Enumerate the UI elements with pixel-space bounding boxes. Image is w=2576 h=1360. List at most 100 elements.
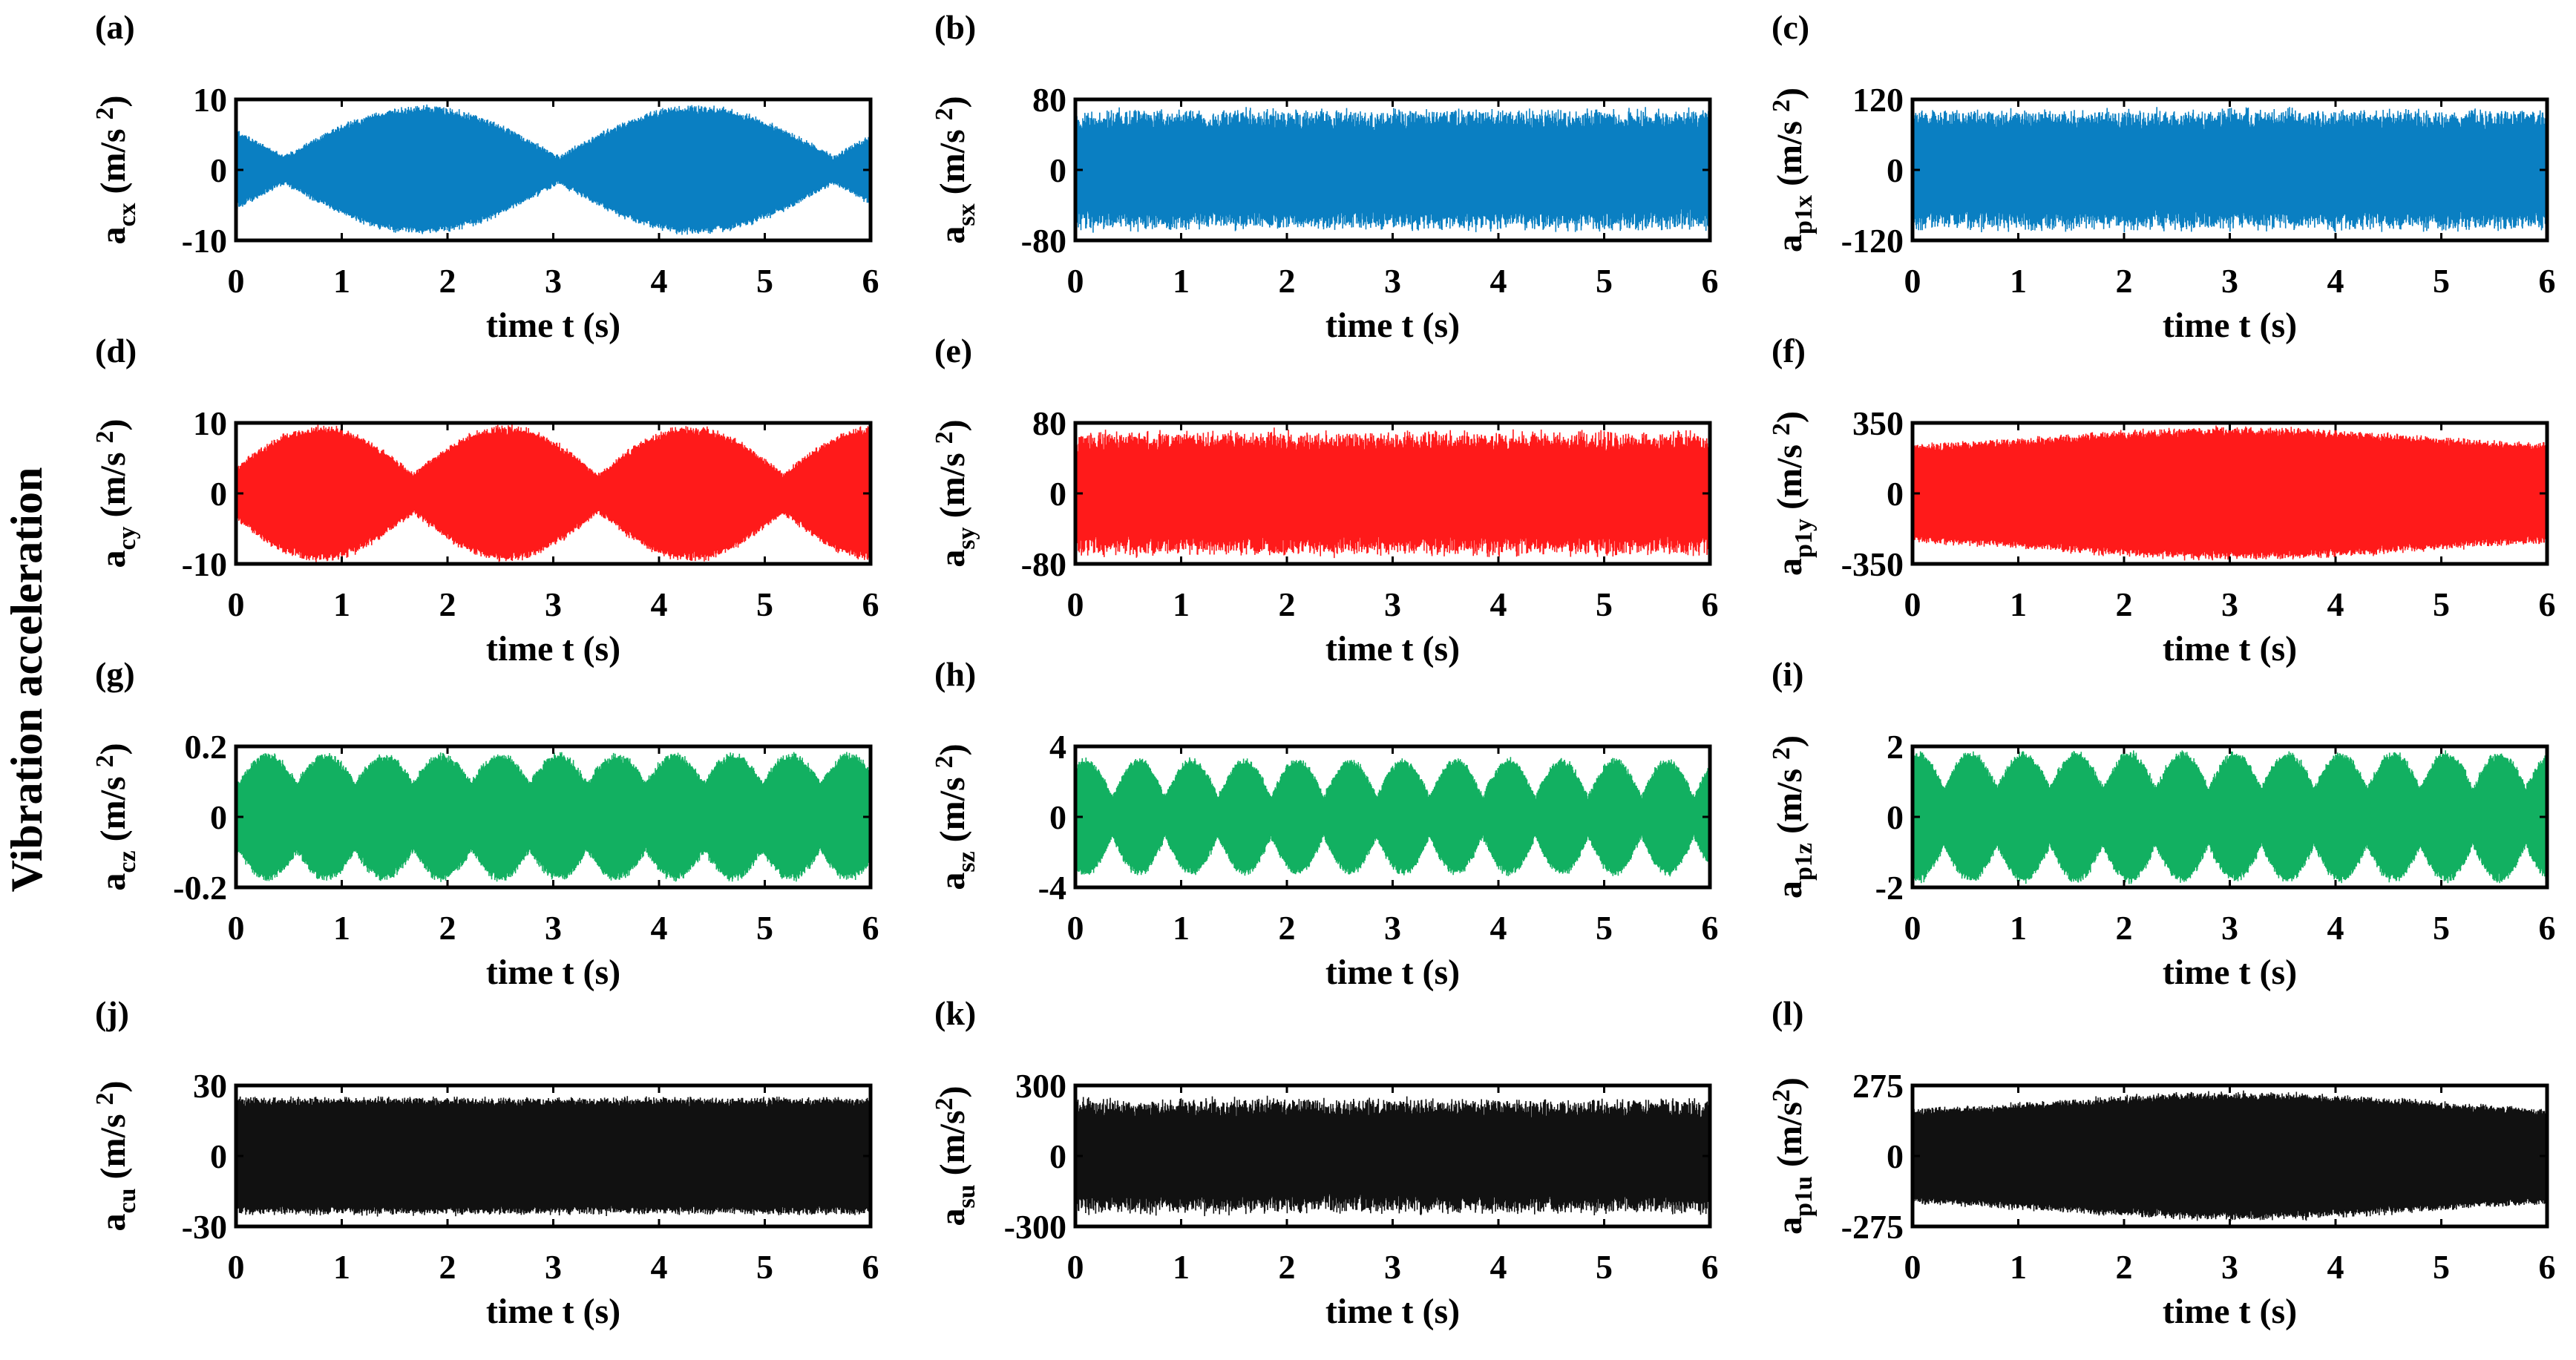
- x-tick-label: 0: [1904, 909, 1921, 947]
- x-axis-label: time t (s): [486, 629, 620, 668]
- x-tick-label: 6: [2539, 262, 2556, 300]
- signal-line: [1912, 107, 2548, 233]
- panel-label: (c): [1772, 8, 1809, 46]
- y-tick-label: 275: [1852, 1067, 1904, 1105]
- x-tick-label: 2: [439, 262, 456, 300]
- panel-label: (l): [1772, 994, 1803, 1032]
- x-tick-label: 5: [2433, 909, 2450, 947]
- panel-label: (b): [934, 8, 976, 46]
- panel-label: (e): [934, 332, 972, 369]
- y-axis-label: ap1x (m/s 2): [1768, 88, 1818, 252]
- y-tick-label: -10: [182, 222, 227, 260]
- x-tick-label: 1: [1173, 1248, 1190, 1286]
- y-tick-label: -80: [1021, 545, 1066, 583]
- x-tick-label: 5: [1596, 909, 1613, 947]
- x-tick-label: 4: [1490, 909, 1507, 947]
- y-tick-label: 0: [210, 151, 227, 189]
- x-tick-label: 4: [2327, 585, 2344, 623]
- x-tick-label: 4: [1490, 1248, 1507, 1286]
- x-tick-label: 6: [2539, 909, 2556, 947]
- x-tick-label: 1: [333, 262, 350, 300]
- x-tick-label: 0: [228, 262, 245, 300]
- common-ylabel: Vibration acceleration: [2, 467, 51, 893]
- x-tick-label: 3: [545, 262, 562, 300]
- panel-label: (i): [1772, 655, 1803, 693]
- x-axis-label: time t (s): [2163, 1292, 2297, 1331]
- x-tick-label: 0: [1067, 909, 1084, 947]
- x-tick-label: 1: [333, 585, 350, 623]
- y-axis-label: asy (m/s 2): [931, 419, 980, 567]
- x-tick-label: 0: [228, 909, 245, 947]
- signal-line: [235, 752, 871, 882]
- y-tick-label: 0: [1887, 475, 1904, 513]
- x-tick-label: 3: [2221, 1248, 2238, 1286]
- x-tick-label: 6: [862, 262, 879, 300]
- y-tick-label: 0.2: [185, 728, 228, 766]
- x-tick-label: 4: [1490, 262, 1507, 300]
- x-tick-label: 4: [2327, 1248, 2344, 1286]
- x-tick-label: 2: [1279, 909, 1296, 947]
- y-tick-label: -0.2: [173, 869, 227, 907]
- x-tick-label: 2: [1279, 1248, 1296, 1286]
- x-tick-label: 4: [651, 585, 668, 623]
- y-axis-label: acx (m/s 2): [91, 95, 141, 244]
- x-axis-label: time t (s): [1325, 629, 1460, 668]
- y-tick-label: -2: [1875, 869, 1904, 907]
- x-tick-label: 1: [333, 1248, 350, 1286]
- signal-line: [235, 424, 871, 563]
- x-axis-label: time t (s): [1325, 953, 1460, 992]
- x-tick-label: 3: [545, 585, 562, 623]
- y-tick-label: 0: [1049, 151, 1066, 189]
- x-tick-label: 0: [1904, 1248, 1921, 1286]
- panel-label: (h): [934, 655, 976, 693]
- x-tick-label: 3: [1384, 585, 1401, 623]
- x-axis-label: time t (s): [486, 306, 620, 345]
- y-tick-label: 0: [1887, 798, 1904, 836]
- signal-line: [1912, 1090, 2548, 1222]
- y-axis-label: asu (m/s2): [931, 1085, 980, 1226]
- y-tick-label: -80: [1021, 222, 1066, 260]
- y-tick-label: 0: [1049, 798, 1066, 836]
- x-tick-label: 5: [1596, 1248, 1613, 1286]
- x-tick-label: 6: [1702, 1248, 1719, 1286]
- x-tick-label: 4: [2327, 262, 2344, 300]
- y-tick-label: 120: [1852, 81, 1904, 119]
- x-tick-label: 1: [2010, 585, 2027, 623]
- x-axis-label: time t (s): [2163, 629, 2297, 668]
- x-tick-label: 2: [2116, 585, 2133, 623]
- x-tick-label: 2: [1279, 262, 1296, 300]
- x-tick-label: 1: [1173, 585, 1190, 623]
- x-tick-label: 6: [862, 909, 879, 947]
- panel-label: (j): [95, 994, 129, 1032]
- x-tick-label: 3: [1384, 1248, 1401, 1286]
- x-tick-label: 4: [651, 262, 668, 300]
- x-tick-label: 5: [756, 1248, 773, 1286]
- x-tick-label: 1: [333, 909, 350, 947]
- y-axis-label: asz (m/s 2): [931, 743, 980, 890]
- signal-line: [1075, 427, 1711, 559]
- signal-line: [235, 1096, 871, 1217]
- panel-label: (k): [934, 994, 976, 1032]
- x-axis-label: time t (s): [1325, 306, 1460, 345]
- x-axis-label: time t (s): [1325, 1292, 1460, 1331]
- y-tick-label: -300: [1004, 1208, 1066, 1246]
- x-tick-label: 3: [2221, 909, 2238, 947]
- x-tick-label: 6: [1702, 262, 1719, 300]
- y-tick-label: 0: [1049, 475, 1066, 513]
- x-tick-label: 5: [756, 262, 773, 300]
- x-tick-label: 1: [2010, 909, 2027, 947]
- x-axis-label: time t (s): [2163, 306, 2297, 345]
- y-tick-label: 0: [1049, 1137, 1066, 1175]
- x-tick-label: 3: [1384, 909, 1401, 947]
- x-tick-label: 0: [1067, 585, 1084, 623]
- x-tick-label: 5: [2433, 262, 2450, 300]
- signal-line: [1912, 425, 2548, 561]
- x-tick-label: 6: [1702, 585, 1719, 623]
- y-tick-label: 0: [1887, 151, 1904, 189]
